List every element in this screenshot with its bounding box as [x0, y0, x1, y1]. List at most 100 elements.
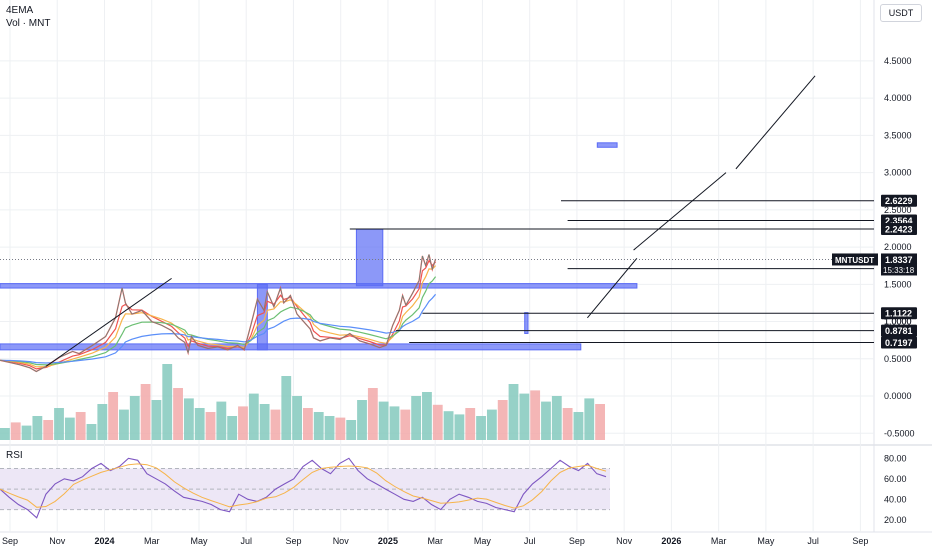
x-tick-label[interactable]: May — [190, 536, 208, 546]
x-tick-label[interactable]: May — [474, 536, 492, 546]
price-tick-label[interactable]: 2.0000 — [884, 242, 912, 252]
symbol-badge — [832, 253, 878, 266]
volume-bar — [411, 396, 422, 440]
currency-selector[interactable]: USDT — [880, 4, 922, 22]
target-column — [524, 312, 529, 334]
x-tick-label[interactable]: Nov — [333, 536, 350, 546]
price-tick-label[interactable]: 3.5000 — [884, 130, 912, 140]
x-tick-label[interactable]: May — [757, 536, 775, 546]
volume-bar — [140, 384, 151, 440]
volume-bar — [400, 409, 411, 440]
volume-bar — [562, 408, 573, 440]
volume-bar — [281, 376, 292, 440]
volume-bar — [108, 392, 119, 440]
volume-bar — [129, 396, 140, 440]
volume-bar — [10, 422, 21, 440]
volume-bar — [194, 408, 205, 440]
last-price-badge — [881, 253, 917, 276]
x-tick-label[interactable]: Nov — [49, 536, 66, 546]
symbol-label: MNTUSDT — [835, 256, 874, 265]
level-badge — [881, 194, 917, 207]
volume-bar — [216, 401, 227, 440]
price-line-shadow — [0, 254, 436, 372]
x-tick-label[interactable]: 2024 — [94, 536, 114, 546]
level-badge — [881, 336, 917, 349]
volume-bar — [497, 400, 508, 440]
x-tick-label[interactable]: Sep — [569, 536, 585, 546]
volume-bar — [313, 412, 324, 440]
x-tick-label[interactable]: Mar — [144, 536, 160, 546]
resistance-column — [256, 283, 268, 351]
volume-bar — [248, 393, 259, 440]
level-label[interactable]: 2.2423 — [885, 225, 913, 235]
volume-bar — [324, 416, 335, 440]
x-tick-label[interactable]: Mar — [711, 536, 727, 546]
volume-bar — [530, 390, 541, 440]
price-tick-label[interactable]: 1.0000 — [884, 317, 912, 327]
x-tick-label[interactable]: Sep — [285, 536, 301, 546]
trend-line-2023 — [45, 277, 172, 367]
resistance-zone — [0, 283, 638, 289]
price-tick-label[interactable]: -0.5000 — [884, 428, 915, 438]
annotation-label: 1.0000 — [884, 317, 912, 327]
price-tick-label[interactable]: 4.5000 — [884, 56, 912, 66]
volume-bar — [292, 396, 302, 440]
volume-bar — [0, 428, 10, 440]
level-badge — [881, 324, 917, 337]
volume-bar — [378, 401, 389, 440]
level-label[interactable]: 2.6229 — [885, 196, 913, 206]
price-tick-label[interactable]: 0.5000 — [884, 354, 912, 364]
x-tick-label[interactable]: Nov — [616, 536, 633, 546]
volume-bar — [54, 408, 64, 440]
volume-bar — [432, 404, 443, 440]
volume-bar — [162, 364, 173, 440]
x-tick-label[interactable]: 2026 — [661, 536, 681, 546]
volume-legend[interactable]: Vol · MNT — [6, 18, 51, 29]
volume-bar — [238, 406, 248, 440]
volume-bar — [476, 416, 486, 440]
level-badge — [881, 223, 917, 236]
volume-bar — [508, 384, 519, 440]
volume-bar — [259, 404, 270, 440]
level-label[interactable]: 2.3564 — [885, 216, 913, 226]
x-tick-label[interactable]: Sep — [852, 536, 868, 546]
volume-bar — [183, 398, 194, 440]
volume-bar — [75, 412, 86, 440]
price-tick-label[interactable]: 0.0000 — [884, 391, 912, 401]
x-tick-label[interactable]: Jul — [807, 536, 819, 546]
x-tick-label[interactable]: Mar — [427, 536, 443, 546]
x-tick-label[interactable]: Jul — [524, 536, 536, 546]
rsi-line — [0, 457, 607, 519]
x-tick-label[interactable]: Jul — [240, 536, 252, 546]
rsi-tick-label: 60.00 — [884, 474, 907, 484]
volume-bar — [64, 417, 75, 440]
target-marker — [596, 142, 618, 148]
volume-bar — [551, 396, 562, 440]
price-tick-label[interactable]: 1.5000 — [884, 279, 912, 289]
level-badge — [881, 307, 917, 320]
ema-slow — [0, 276, 437, 366]
volume-bar — [541, 401, 551, 440]
volume-bar — [454, 414, 465, 440]
indicator-legend[interactable]: 4EMA — [6, 5, 34, 16]
ema-long — [0, 293, 437, 364]
level-label[interactable]: 1.1122 — [885, 309, 912, 319]
price-tick-label[interactable]: 4.0000 — [884, 93, 912, 103]
rsi-legend[interactable]: RSI — [6, 450, 23, 461]
volume-bar — [443, 411, 454, 440]
projection-line-upper — [735, 75, 816, 170]
volume-bar — [367, 388, 378, 440]
x-tick-label[interactable]: 2025 — [378, 536, 398, 546]
volume-bar — [270, 409, 281, 440]
volume-bar — [346, 420, 357, 440]
volume-bar — [205, 412, 216, 440]
rsi-signal-line — [0, 463, 607, 509]
level-label[interactable]: 0.7197 — [885, 338, 913, 348]
level-label[interactable]: 0.8781 — [885, 326, 913, 336]
x-tick-label[interactable]: Sep — [2, 536, 18, 546]
price-tick-label[interactable]: 3.0000 — [884, 168, 912, 178]
price-tick-label[interactable]: 2.5000 — [884, 205, 912, 215]
volume-bar — [97, 404, 108, 440]
